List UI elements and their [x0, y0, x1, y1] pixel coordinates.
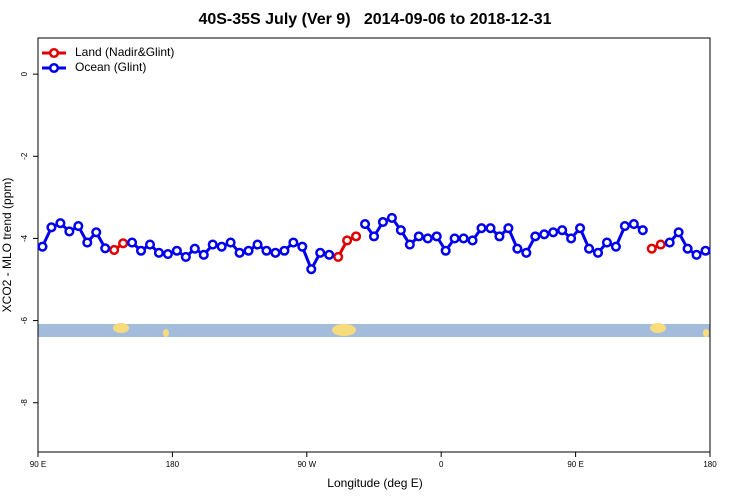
point — [127, 237, 138, 248]
point — [189, 243, 200, 254]
map-strip — [38, 323, 710, 337]
x-tick-label: 0 — [439, 460, 444, 469]
point — [664, 237, 675, 248]
point — [261, 245, 272, 256]
point — [476, 223, 487, 234]
legend-label: Ocean (Glint) — [75, 60, 146, 74]
point — [440, 245, 451, 256]
point — [530, 231, 541, 242]
y-tick-label: -4 — [20, 234, 29, 242]
point — [637, 225, 648, 236]
point — [351, 231, 362, 242]
point — [682, 243, 693, 254]
point — [359, 219, 371, 230]
y-tick-label: -6 — [20, 316, 29, 324]
point — [449, 233, 460, 244]
point — [37, 241, 48, 252]
point — [225, 237, 236, 248]
point — [485, 223, 496, 234]
point — [118, 238, 129, 249]
x-tick-label: 180 — [166, 460, 180, 469]
point — [252, 239, 263, 250]
point — [324, 249, 335, 260]
point — [64, 226, 75, 237]
point — [655, 239, 666, 250]
y-axis-label: XCO2 - MLO trend (ppm) — [0, 178, 14, 313]
legend-marker — [48, 62, 60, 74]
point — [458, 233, 469, 244]
point — [279, 245, 290, 256]
point — [377, 216, 389, 228]
point — [467, 235, 478, 246]
point — [700, 245, 711, 256]
point — [583, 243, 595, 254]
point — [333, 251, 344, 262]
point — [100, 243, 111, 254]
y-tick-label: -8 — [20, 399, 29, 407]
point — [342, 235, 353, 246]
y-tick-label: 0 — [20, 71, 29, 76]
point — [162, 248, 173, 260]
x-tick-label: 90 E — [30, 460, 46, 469]
point — [180, 251, 191, 262]
point — [306, 264, 317, 275]
chart-title: 40S-35S July (Ver 9) 2014-09-06 to 2018-… — [198, 11, 551, 28]
x-tick-label: 90 W — [297, 460, 316, 469]
point — [207, 239, 218, 250]
point — [234, 247, 245, 258]
point — [592, 247, 604, 258]
point — [521, 247, 532, 258]
point — [422, 233, 433, 244]
point — [216, 241, 227, 252]
point — [691, 249, 702, 260]
point — [503, 223, 514, 234]
point — [297, 241, 308, 252]
point — [368, 231, 380, 242]
point — [539, 229, 550, 240]
point — [548, 227, 559, 238]
point — [288, 237, 299, 248]
point — [601, 237, 613, 248]
point — [91, 227, 102, 238]
legend-label: Land (Nadir&Glint) — [75, 45, 174, 59]
y-tick-label: -2 — [20, 152, 29, 160]
point — [413, 231, 424, 242]
point — [673, 227, 684, 238]
point — [646, 243, 657, 254]
point — [171, 245, 182, 256]
point — [315, 247, 326, 258]
point — [619, 221, 630, 232]
point — [243, 245, 254, 256]
point — [610, 241, 621, 252]
point — [494, 231, 505, 242]
point — [566, 233, 577, 244]
x-axis-label: Longitude (deg E) — [327, 476, 422, 490]
point — [73, 221, 84, 232]
point — [386, 212, 397, 223]
point — [270, 247, 281, 258]
point — [395, 225, 406, 236]
x-tick-label: 90 E — [567, 460, 583, 469]
point — [82, 237, 93, 248]
point — [404, 239, 415, 250]
point — [198, 249, 209, 260]
point — [55, 218, 66, 229]
legend-marker — [48, 47, 60, 59]
point — [135, 245, 147, 256]
point — [557, 225, 568, 236]
point — [109, 244, 120, 255]
point — [512, 243, 523, 254]
x-tick-label: 180 — [703, 460, 717, 469]
point — [431, 231, 442, 242]
point — [144, 239, 156, 250]
point — [575, 223, 586, 234]
point — [153, 247, 165, 258]
point — [628, 219, 639, 230]
point — [46, 222, 57, 233]
